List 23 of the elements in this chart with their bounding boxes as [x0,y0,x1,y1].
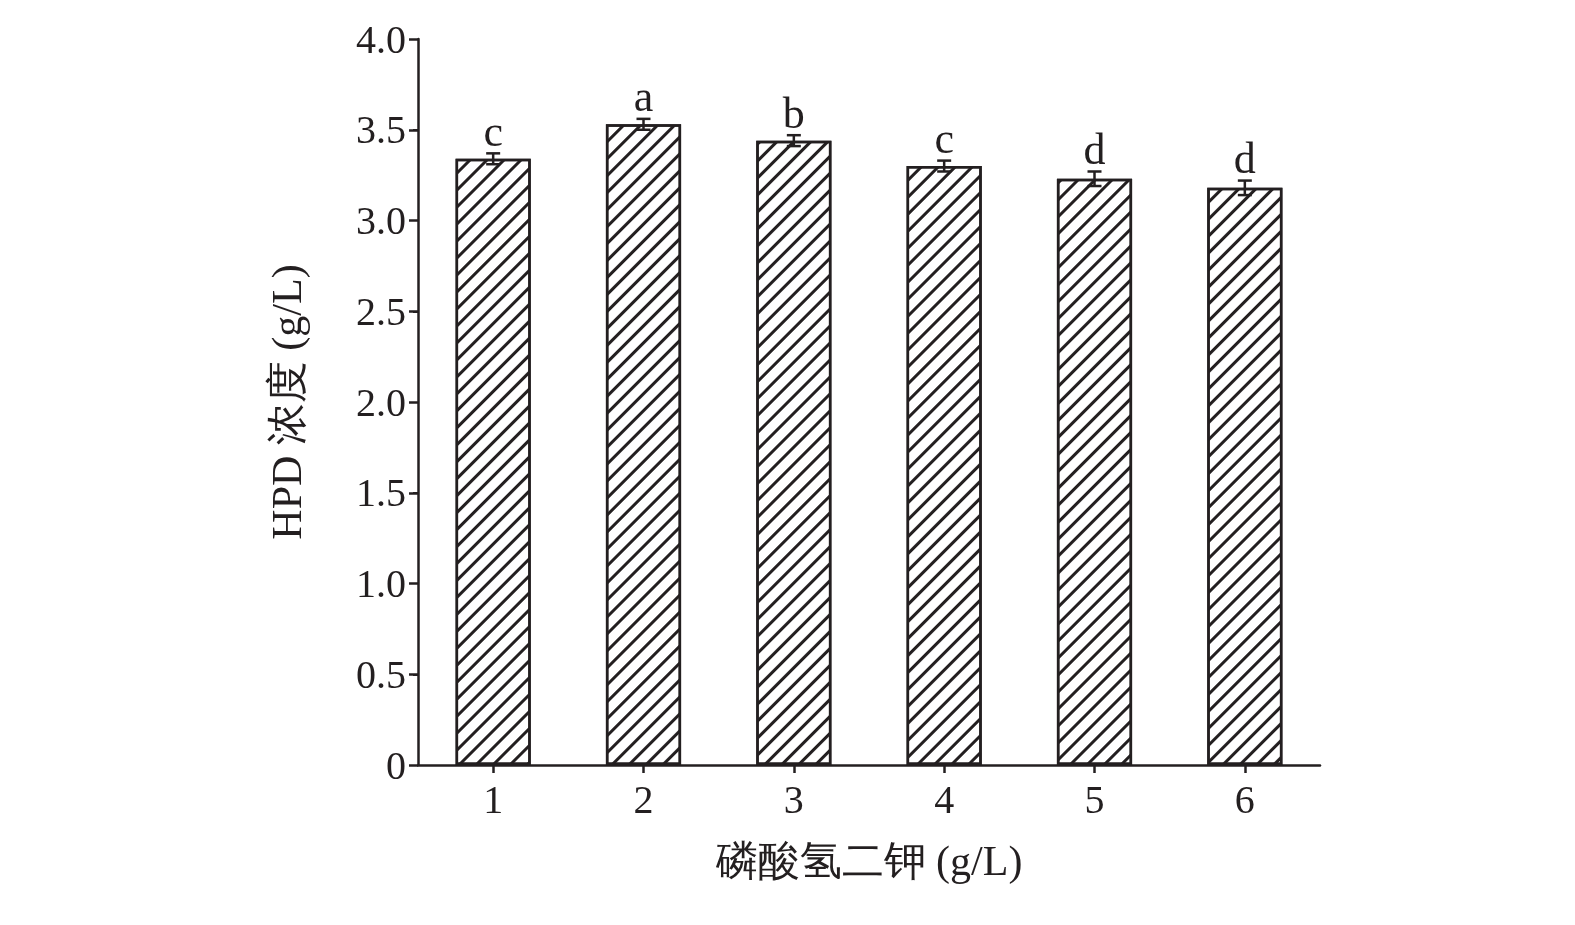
annotation: d [1083,124,1106,174]
annotation: a [633,72,654,122]
x-tick-label: 2 [633,776,654,822]
y-tick-label: 2.5 [356,288,406,334]
x-tick-label: 4 [934,776,955,822]
annotation: c [934,114,954,164]
y-tick-label: 4.0 [356,16,406,62]
y-tick-label: 0 [386,742,406,788]
y-axis-title: HPD 浓度 (g/L) [264,264,311,540]
x-tick-label: 5 [1084,776,1105,822]
annotation: c [483,106,503,156]
y-tick-label: 1.0 [356,561,406,606]
y-tick-label: 3.0 [356,198,406,243]
annotation: d [1233,134,1256,184]
y-tick-label: 3.5 [356,107,406,153]
y-tick-label: 0.5 [356,651,406,697]
y-tick-label: 1.5 [356,470,406,516]
annotation: b [782,88,805,138]
x-tick-label: 3 [783,776,804,822]
x-axis-title: 磷酸氢二钾 (g/L) [714,838,1023,885]
y-tick-label: 2.0 [356,379,406,425]
x-tick-label: 6 [1234,776,1255,822]
x-tick-label: 1 [483,776,504,822]
